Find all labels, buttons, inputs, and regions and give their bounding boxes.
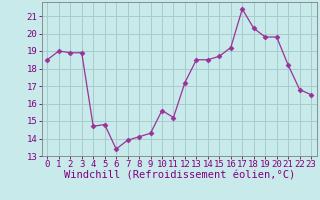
X-axis label: Windchill (Refroidissement éolien,°C): Windchill (Refroidissement éolien,°C) [64, 171, 295, 181]
